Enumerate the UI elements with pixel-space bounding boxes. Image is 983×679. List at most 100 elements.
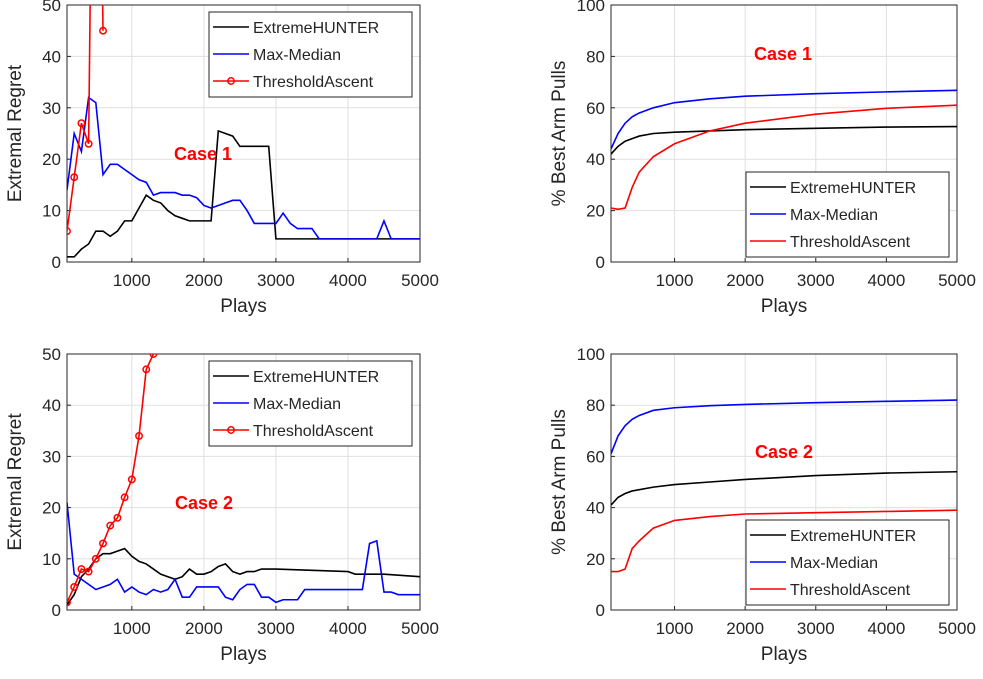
y-tick-label: 20 bbox=[586, 202, 605, 221]
x-tick-label: 1000 bbox=[113, 271, 151, 290]
series-line bbox=[611, 89, 957, 150]
subplot: 1000 2000 3000 4000 5000 0 10 20 30 40 50 Plays Extr… bbox=[5, 0, 439, 317]
x-tick-label: 1000 bbox=[113, 619, 151, 638]
series-group bbox=[611, 399, 957, 573]
point-marker bbox=[120, 493, 129, 502]
annotation: Case 1 bbox=[754, 44, 812, 64]
y-tick-label: 20 bbox=[42, 499, 61, 518]
legend-label: ExtremeHUNTER bbox=[790, 180, 916, 197]
series-line bbox=[67, 547, 420, 606]
x-tick-label: 4000 bbox=[867, 619, 905, 638]
axes-box bbox=[66, 4, 421, 263]
x-tick-label: 3000 bbox=[797, 271, 835, 290]
x-tick-label: 4000 bbox=[329, 271, 367, 290]
point-marker bbox=[99, 539, 107, 548]
legend-label: Max-Median bbox=[253, 47, 341, 64]
x-tick-label: 5000 bbox=[938, 619, 976, 638]
legend-label: ExtremeHUNTER bbox=[253, 369, 379, 386]
legend-label: Max-Median bbox=[790, 207, 878, 224]
x-axis-label: Plays bbox=[220, 296, 266, 317]
legend-marker bbox=[227, 77, 235, 85]
series-group bbox=[67, 354, 420, 607]
axes-box bbox=[610, 4, 958, 263]
legend-box bbox=[208, 11, 413, 98]
series-line bbox=[67, 129, 420, 258]
legend-label: ExtremeHUNTER bbox=[253, 20, 379, 37]
point-marker bbox=[149, 354, 158, 358]
series-line bbox=[67, 354, 155, 603]
x-tick-label: 5000 bbox=[401, 619, 439, 638]
point-marker bbox=[67, 598, 71, 607]
y-tick-label: 100 bbox=[577, 345, 605, 364]
x-tick-label: 2000 bbox=[185, 619, 223, 638]
y-tick-label: 0 bbox=[596, 601, 605, 620]
legend-label: ExtremeHUNTER bbox=[790, 528, 916, 545]
x-tick-label: 2000 bbox=[185, 271, 223, 290]
legend: ExtremeHUNTER Max-Median ThresholdAscent bbox=[745, 519, 950, 606]
legend-marker bbox=[227, 426, 235, 434]
y-tick-label: 30 bbox=[42, 447, 61, 466]
legend: ExtremeHUNTER Max-Median ThresholdAscent bbox=[208, 360, 413, 447]
y-tick-label: 40 bbox=[42, 47, 61, 66]
y-tick-label: 80 bbox=[586, 47, 605, 66]
point-marker bbox=[77, 565, 86, 573]
annotation: Case 2 bbox=[755, 442, 813, 462]
point-marker bbox=[70, 583, 79, 591]
series-group bbox=[611, 89, 957, 211]
x-tick-label: 2000 bbox=[726, 619, 764, 638]
series-line bbox=[67, 96, 420, 240]
y-tick-label: 10 bbox=[42, 202, 61, 221]
legend-label: ThresholdAscent bbox=[253, 74, 374, 91]
y-tick-label: 0 bbox=[596, 253, 605, 272]
y-axis-label: Extremal Regret bbox=[5, 64, 26, 202]
series-line bbox=[611, 125, 957, 155]
series-group bbox=[67, 5, 420, 258]
point-marker bbox=[127, 475, 136, 484]
point-marker bbox=[84, 139, 93, 148]
legend-label: ThresholdAscent bbox=[790, 234, 911, 251]
y-axis-label: % Best Arm Pulls bbox=[549, 409, 570, 555]
y-tick-label: 0 bbox=[52, 253, 61, 272]
subplot: 1000 2000 3000 4000 5000 0 20 40 60 80 100 Plays % B… bbox=[549, 0, 976, 317]
series-line bbox=[611, 104, 957, 211]
y-tick-label: 80 bbox=[586, 396, 605, 415]
point-marker bbox=[84, 567, 93, 576]
annotation: Case 2 bbox=[175, 493, 233, 513]
x-tick-label: 4000 bbox=[867, 271, 905, 290]
x-tick-label: 5000 bbox=[401, 271, 439, 290]
point-marker bbox=[113, 513, 122, 522]
point-marker bbox=[67, 227, 71, 236]
legend-label: ThresholdAscent bbox=[253, 423, 374, 440]
subplot: 1000 2000 3000 4000 5000 0 20 40 60 80 100 Plays % B… bbox=[549, 345, 976, 665]
y-tick-label: 10 bbox=[42, 550, 61, 569]
point-marker bbox=[99, 26, 107, 35]
x-tick-label: 1000 bbox=[656, 619, 694, 638]
point-marker bbox=[91, 554, 100, 563]
point-marker bbox=[106, 521, 115, 530]
subplot: 1000 2000 3000 4000 5000 0 10 20 30 40 50 Plays Extr… bbox=[5, 345, 439, 665]
y-tick-label: 100 bbox=[577, 0, 605, 15]
x-tick-label: 1000 bbox=[656, 271, 694, 290]
y-tick-label: 40 bbox=[42, 396, 61, 415]
legend: ExtremeHUNTER Max-Median ThresholdAscent bbox=[208, 11, 413, 98]
point-marker bbox=[135, 431, 143, 440]
legend: ExtremeHUNTER Max-Median ThresholdAscent bbox=[745, 171, 950, 258]
x-tick-label: 4000 bbox=[329, 619, 367, 638]
y-tick-label: 50 bbox=[42, 345, 61, 364]
y-tick-label: 60 bbox=[586, 99, 605, 118]
legend-label: Max-Median bbox=[790, 555, 878, 572]
x-tick-label: 2000 bbox=[726, 271, 764, 290]
point-marker bbox=[142, 365, 151, 374]
annotation: Case 1 bbox=[174, 144, 232, 164]
y-tick-label: 0 bbox=[52, 601, 61, 620]
series-line bbox=[67, 502, 420, 604]
y-tick-label: 30 bbox=[42, 99, 61, 118]
series-line bbox=[611, 399, 957, 455]
x-tick-label: 3000 bbox=[257, 619, 295, 638]
x-axis-label: Plays bbox=[761, 296, 807, 317]
x-tick-label: 3000 bbox=[797, 619, 835, 638]
axes-box bbox=[66, 353, 421, 611]
legend-label: ThresholdAscent bbox=[790, 582, 911, 599]
y-tick-label: 20 bbox=[586, 550, 605, 569]
